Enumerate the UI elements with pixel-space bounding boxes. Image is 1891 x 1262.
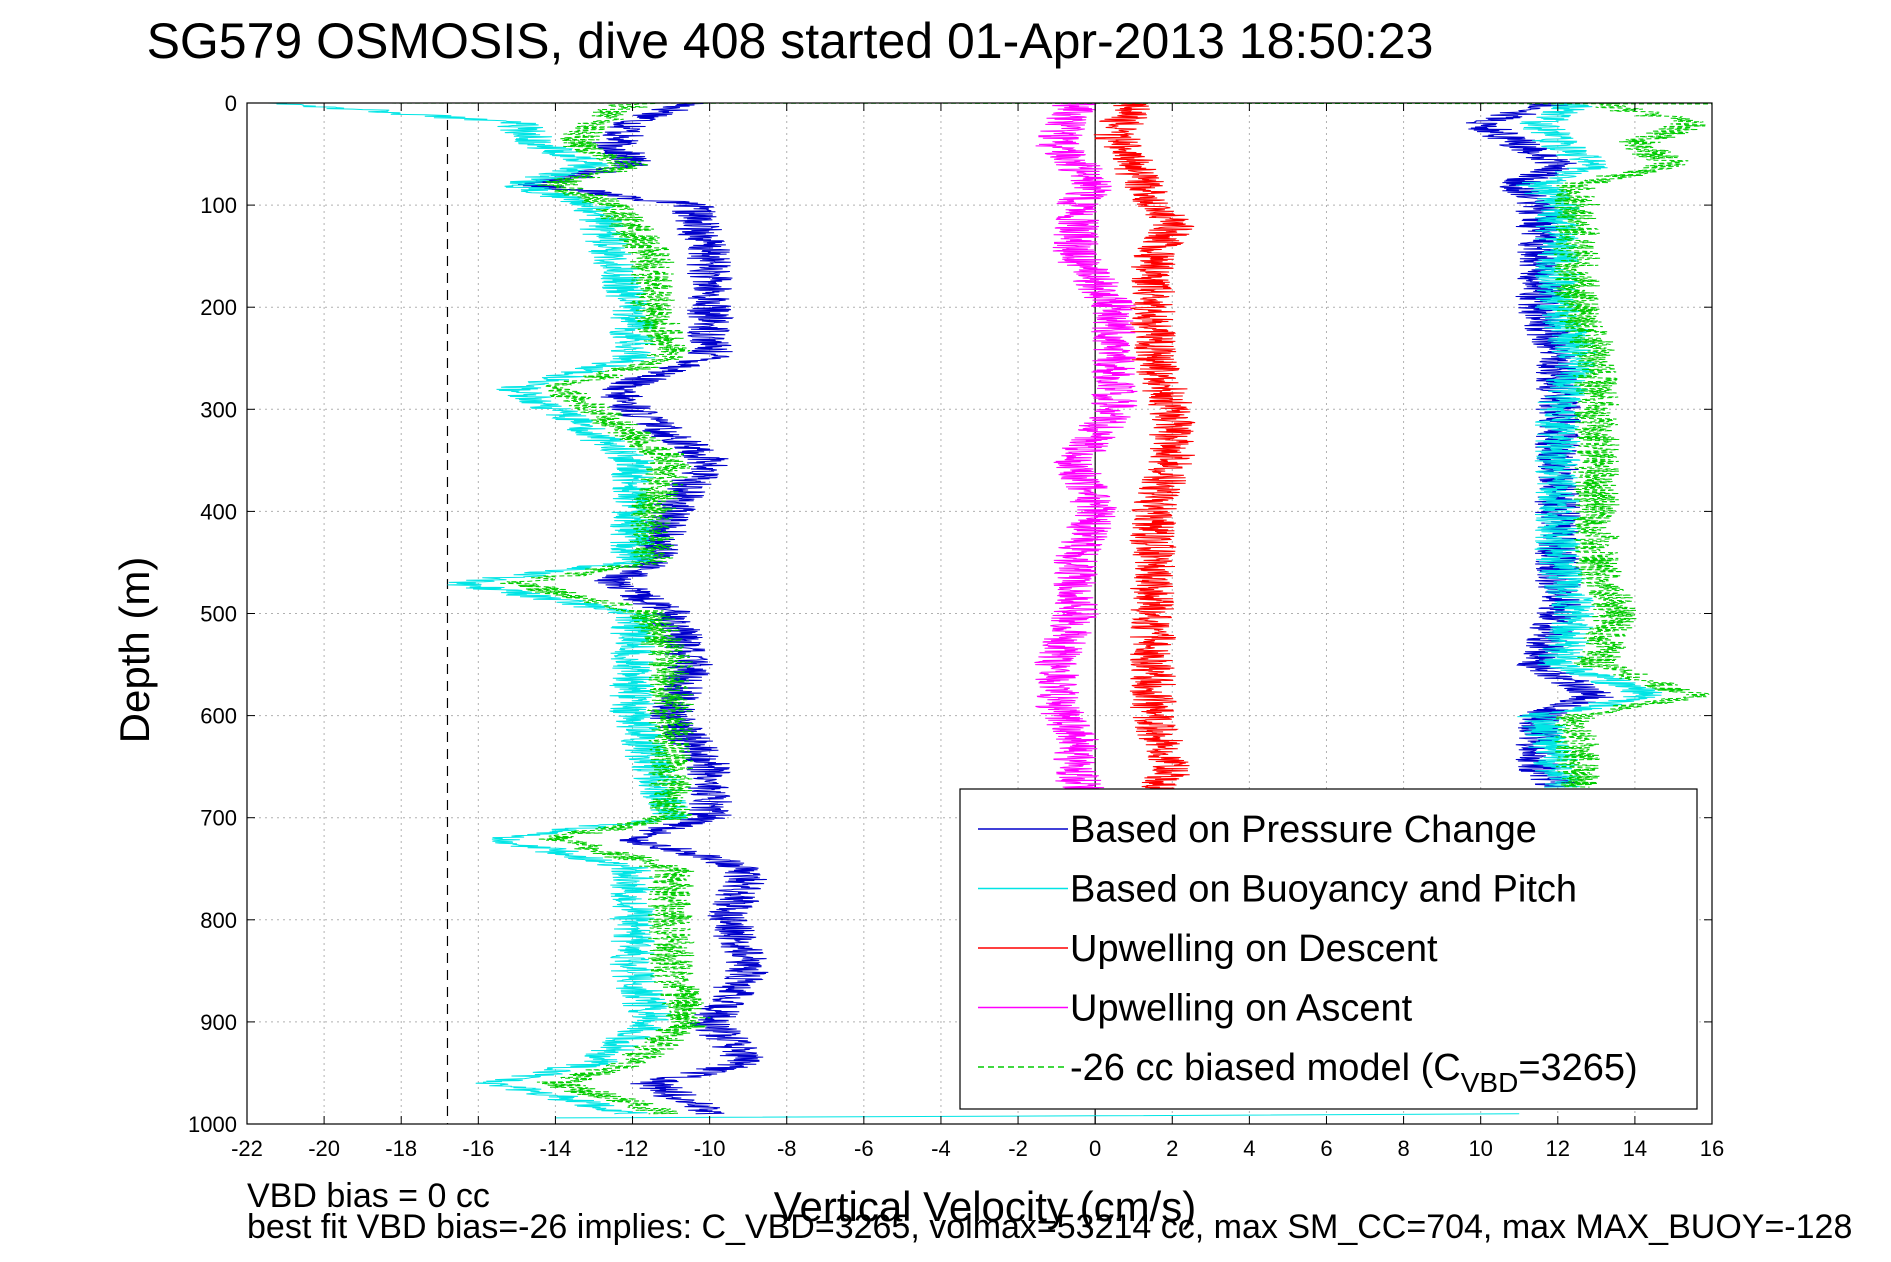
x-tick-label: -6 <box>854 1136 874 1161</box>
legend-label: Upwelling on Descent <box>1070 928 1438 970</box>
legend-label: -26 cc biased model (CVBD=3265) <box>1070 1047 1638 1098</box>
series-line <box>498 102 711 1115</box>
y-tick-label: 100 <box>200 193 237 218</box>
y-tick-label: 800 <box>200 908 237 933</box>
y-tick-label: 900 <box>200 1010 237 1035</box>
series-line <box>555 1113 1520 1119</box>
series-line <box>517 102 769 1115</box>
x-tick-label: -16 <box>462 1136 494 1161</box>
x-tick-label: 6 <box>1320 1136 1332 1161</box>
y-tick-label: 700 <box>200 806 237 831</box>
y-tick-label: 500 <box>200 602 237 627</box>
x-tick-label: 16 <box>1700 1136 1724 1161</box>
series-line <box>1034 102 1138 808</box>
chart-title: SG579 OSMOSIS, dive 408 started 01-Apr-2… <box>146 13 1434 69</box>
y-tick-label: 400 <box>200 499 237 524</box>
vbd-bias-note: VBD bias = 0 cc <box>247 1177 490 1215</box>
x-tick-label: 0 <box>1089 1136 1101 1161</box>
x-tick-label: -8 <box>777 1136 797 1161</box>
y-tick-label: 200 <box>200 295 237 320</box>
legend-label: Based on Buoyancy and Pitch <box>1070 869 1577 911</box>
y-tick-label: 0 <box>225 91 237 116</box>
y-tick-label: 300 <box>200 397 237 422</box>
x-tick-label: 2 <box>1166 1136 1178 1161</box>
y-tick-label: 600 <box>200 704 237 729</box>
series-line <box>1093 102 1196 798</box>
series-line <box>1552 102 1710 788</box>
best-fit-note: best fit VBD bias=-26 implies: C_VBD=326… <box>247 1208 1853 1246</box>
legend-label: Upwelling on Ascent <box>1070 988 1413 1030</box>
x-axis-label: Vertical Velocity (cm/s) <box>773 1183 1197 1230</box>
axis-ticks: -22 -20 -18 -16 -14 -12 -10 -8 -6 -4 -2 0 2 4 6 8 10 12 14… <box>188 91 1724 1161</box>
x-tick-label: -10 <box>694 1136 726 1161</box>
x-tick-label: -14 <box>540 1136 572 1161</box>
x-tick-label: -2 <box>1008 1136 1028 1161</box>
x-tick-label: 8 <box>1397 1136 1409 1161</box>
series-line <box>1515 102 1663 788</box>
legend-label: Based on Pressure Change <box>1070 809 1537 851</box>
series-line <box>1465 102 1614 788</box>
x-tick-label: 12 <box>1546 1136 1570 1161</box>
x-tick-label: -4 <box>931 1136 951 1161</box>
x-tick-label: -18 <box>385 1136 417 1161</box>
y-tick-label: 1000 <box>188 1112 237 1137</box>
x-tick-label: 4 <box>1243 1136 1255 1161</box>
legend: Based on Pressure Change Based on Buoyanc… <box>959 788 1698 1110</box>
legend-box <box>959 788 1698 1110</box>
x-tick-label: -20 <box>308 1136 340 1161</box>
x-tick-label: -12 <box>617 1136 649 1161</box>
x-tick-label: 14 <box>1623 1136 1647 1161</box>
x-tick-label: 10 <box>1468 1136 1492 1161</box>
x-tick-label: -22 <box>231 1136 263 1161</box>
series-line <box>267 102 692 1115</box>
